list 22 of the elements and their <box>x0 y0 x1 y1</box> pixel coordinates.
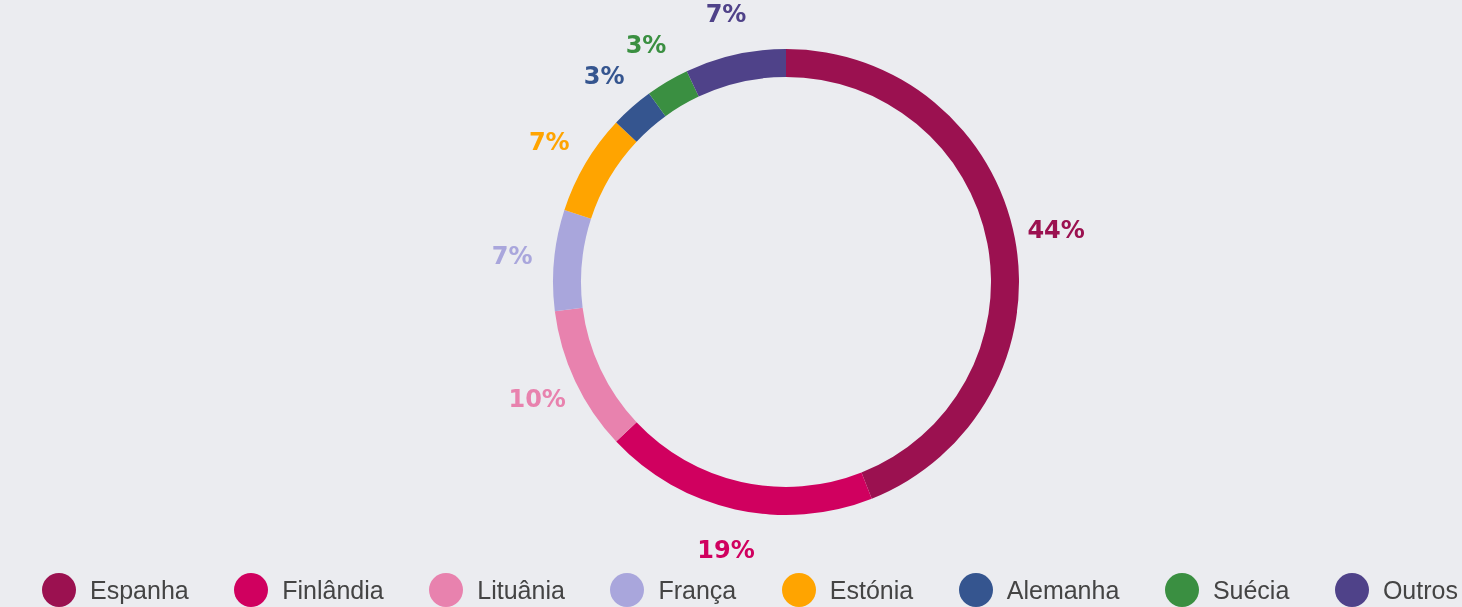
donut-slice <box>616 422 872 515</box>
data-label: 19% <box>697 536 755 565</box>
legend-label: França <box>658 575 737 606</box>
donut-slice <box>616 93 666 142</box>
legend-label: Suécia <box>1212 575 1290 606</box>
data-label: 3% <box>583 61 625 90</box>
donut-slice <box>649 71 699 117</box>
legend-label: Alemanha <box>1006 575 1120 606</box>
data-label: 10% <box>508 385 566 414</box>
legend-label: Estónia <box>829 575 914 606</box>
data-label: 7% <box>491 242 533 271</box>
data-label: 7% <box>705 0 747 28</box>
donut-slice <box>553 210 592 312</box>
donut-slice <box>686 49 786 97</box>
data-label: 3% <box>625 31 667 60</box>
legend-label: Outros <box>1382 575 1458 606</box>
data-label: 44% <box>1027 216 1085 245</box>
data-label: 7% <box>528 128 570 157</box>
legend-label: Lituânia <box>477 575 565 606</box>
legend-label: Finlândia <box>282 575 384 606</box>
donut-slice <box>786 49 1019 499</box>
legend-label: Espanha <box>90 575 189 606</box>
